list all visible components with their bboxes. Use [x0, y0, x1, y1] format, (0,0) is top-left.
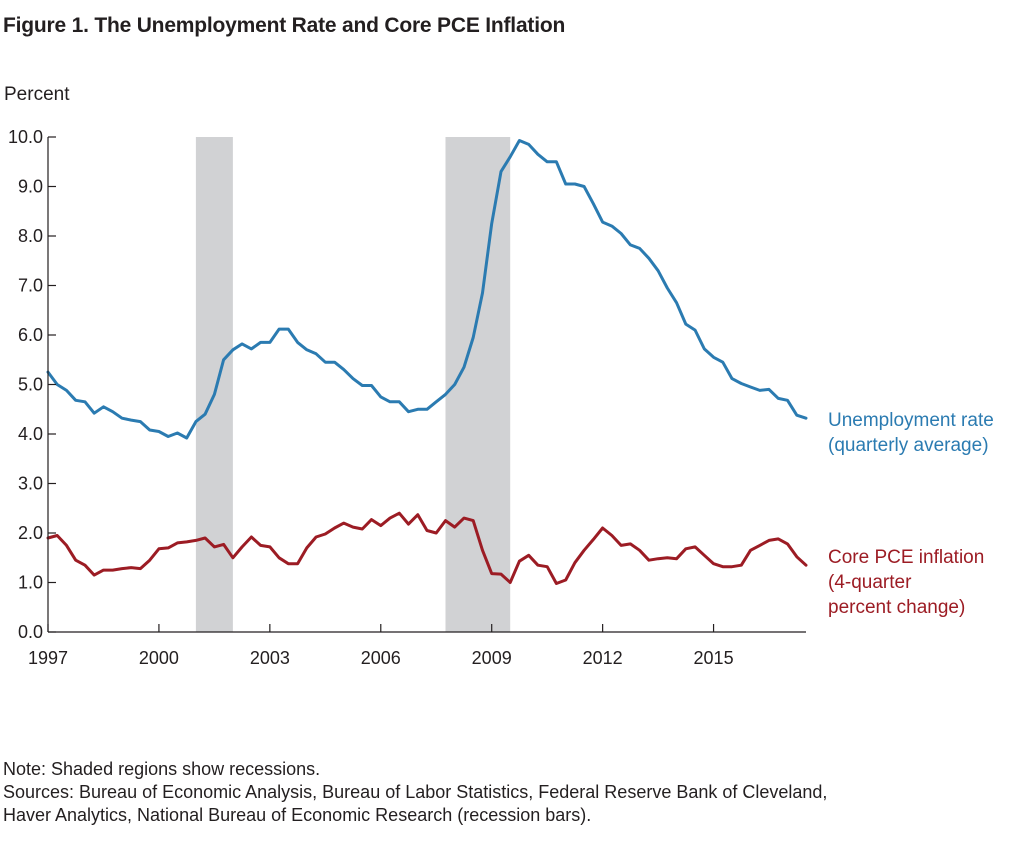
y-tick-label: 7.0 [18, 276, 43, 296]
sources-text-line2: Haver Analytics, National Bureau of Econ… [3, 805, 592, 825]
note-text: Note: Shaded regions show recessions. [3, 759, 321, 779]
x-tick-label: 2009 [472, 648, 512, 668]
y-tick-label: 8.0 [18, 226, 43, 246]
sources-text-line1: Sources: Bureau of Economic Analysis, Bu… [3, 782, 828, 802]
core-pce-series-label-line: Core PCE inflation [828, 547, 984, 568]
unemployment-series-label-line: (quarterly average) [828, 435, 989, 456]
x-tick-label: 2000 [139, 648, 179, 668]
y-tick-label: 5.0 [18, 375, 43, 395]
chart-title: Figure 1. The Unemployment Rate and Core… [3, 14, 566, 37]
y-tick-label: 1.0 [18, 573, 43, 593]
core-pce-series-label-line: percent change) [828, 597, 965, 618]
x-tick-label: 2012 [583, 648, 623, 668]
unemployment-series-label-line: Unemployment rate [828, 410, 994, 431]
chart-plot: 0.0 1.0 2.0 3.0 4.0 5.0 6.0 7.0 8.0 9.0 10.0 1997 20… [8, 127, 994, 668]
y-tick-label: 0.0 [18, 622, 43, 642]
y-tick-label: 4.0 [18, 424, 43, 444]
x-tick-label: 2015 [694, 648, 734, 668]
notes-block: Note: Shaded regions show recessions. So… [3, 758, 827, 827]
unemployment-rate-line [46, 139, 808, 440]
x-tick-label: 2003 [250, 648, 290, 668]
core-pce-inflation-line [46, 511, 808, 585]
y-tick-label: 3.0 [18, 474, 43, 494]
y-axis-label: Percent [4, 84, 70, 105]
x-tick-label: 1997 [28, 648, 68, 668]
core-pce-series-label-line: (4-quarter [828, 572, 912, 593]
y-tick-label: 9.0 [18, 177, 43, 197]
y-tick-label: 2.0 [18, 523, 43, 543]
y-tick-label: 10.0 [8, 127, 43, 147]
core-pce-series-label: Core PCE inflation (4-quarter percent chan… [828, 547, 984, 618]
unemployment-series-label: Unemployment rate (quarterly average) [828, 410, 994, 456]
recession-bar-1 [195, 137, 233, 632]
x-tick-label: 2006 [361, 648, 401, 668]
y-tick-label: 6.0 [18, 325, 43, 345]
